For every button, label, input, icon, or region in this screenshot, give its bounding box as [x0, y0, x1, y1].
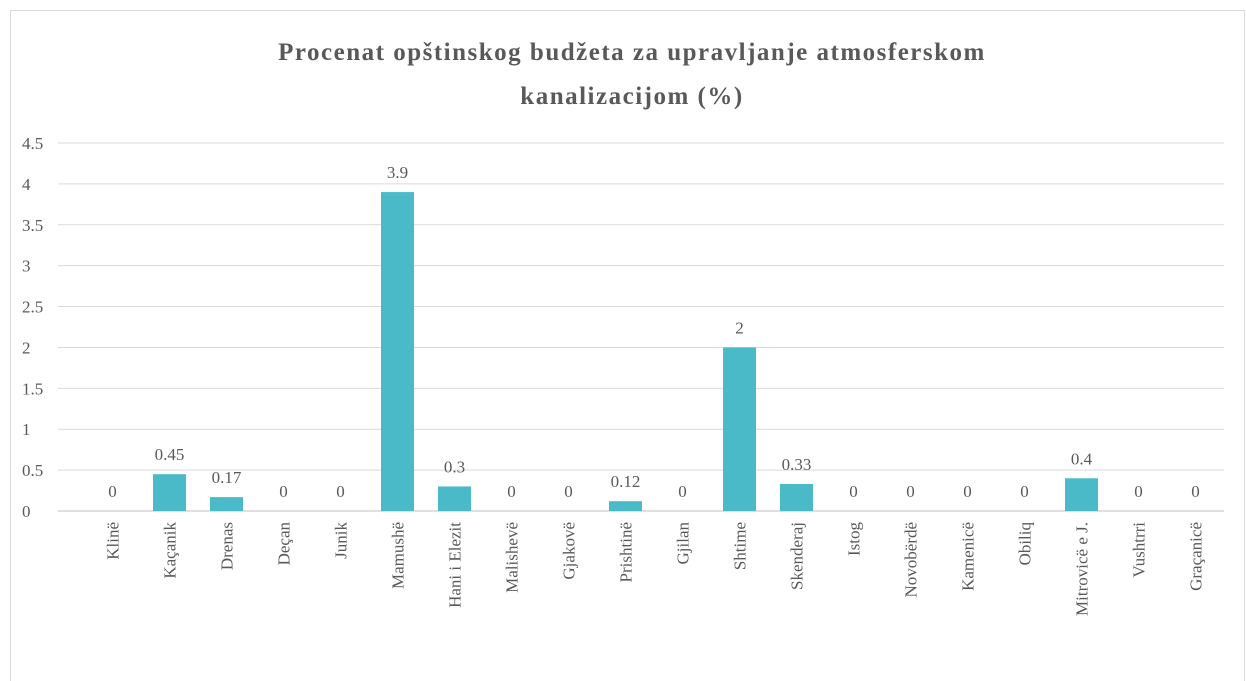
y-tick-label: 2: [22, 338, 31, 357]
bar: [153, 474, 186, 511]
data-label: 3.9: [387, 163, 408, 182]
y-tick-label: 1: [22, 420, 31, 439]
data-label: 0: [906, 482, 915, 501]
y-tick-label: 0: [22, 502, 31, 521]
data-label: 0.45: [155, 445, 185, 464]
chart-title: kanalizacijom (%): [520, 83, 743, 110]
data-label: 0: [108, 482, 117, 501]
data-label: 0: [1020, 482, 1029, 501]
x-tick-label: Deçan: [275, 522, 294, 566]
x-tick-label: Vushtrri: [1130, 522, 1149, 578]
x-tick-label: Graçanicë: [1187, 522, 1206, 591]
data-label: 0: [564, 482, 573, 501]
data-label: 0: [1134, 482, 1143, 501]
y-tick-label: 0.5: [22, 461, 43, 480]
x-tick-label: Malishevë: [503, 522, 522, 593]
y-tick-label: 3.5: [22, 216, 43, 235]
x-tick-label: Klinë: [104, 522, 123, 560]
x-tick-label: Gjilan: [674, 522, 693, 565]
x-tick-label: Hani i Elezit: [446, 522, 465, 608]
data-label: 0.4: [1071, 449, 1093, 468]
x-tick-label: Junik: [332, 522, 351, 559]
y-tick-label: 3: [22, 257, 31, 276]
bar: [381, 192, 414, 512]
x-tick-label: Gjakovë: [560, 522, 579, 580]
data-label: 0.12: [611, 472, 641, 491]
chart-frame: [10, 10, 1245, 681]
bar: [210, 497, 243, 511]
data-label: 0: [336, 482, 345, 501]
data-label: 0.17: [212, 468, 242, 487]
x-tick-label: Obiliq: [1016, 522, 1035, 566]
data-label: 0: [507, 482, 516, 501]
x-tick-label: Kaçanik: [161, 522, 180, 579]
x-tick-label: Shtime: [731, 522, 750, 570]
y-tick-label: 4: [22, 175, 31, 194]
x-tick-label: Prishtinë: [617, 522, 636, 582]
bar: [780, 484, 813, 511]
chart-title: Procenat opštinskog budžeta za upravljan…: [278, 39, 986, 66]
x-tick-label: Kamenicë: [959, 522, 978, 591]
data-label: 0: [849, 482, 858, 501]
data-label: 0: [279, 482, 288, 501]
x-tick-label: Mamushë: [389, 522, 408, 589]
bar: [723, 347, 756, 511]
x-tick-label: Mitrovicë e J.: [1073, 522, 1092, 616]
y-tick-label: 1.5: [22, 379, 43, 398]
data-label: 0: [678, 482, 687, 501]
y-tick-label: 4.5: [22, 134, 43, 153]
data-label: 0.33: [782, 455, 812, 474]
bar: [438, 486, 471, 511]
data-label: 0: [963, 482, 972, 501]
x-tick-label: Drenas: [218, 522, 237, 570]
x-tick-label: Novobërdë: [902, 522, 921, 598]
bar: [1065, 478, 1098, 511]
data-label: 0.3: [444, 457, 465, 476]
bar: [609, 501, 642, 511]
data-label: 0: [1191, 482, 1200, 501]
x-tick-label: Istog: [845, 522, 864, 557]
x-tick-label: Skenderaj: [788, 522, 807, 590]
y-tick-label: 2.5: [22, 298, 43, 317]
data-label: 2: [735, 318, 744, 337]
